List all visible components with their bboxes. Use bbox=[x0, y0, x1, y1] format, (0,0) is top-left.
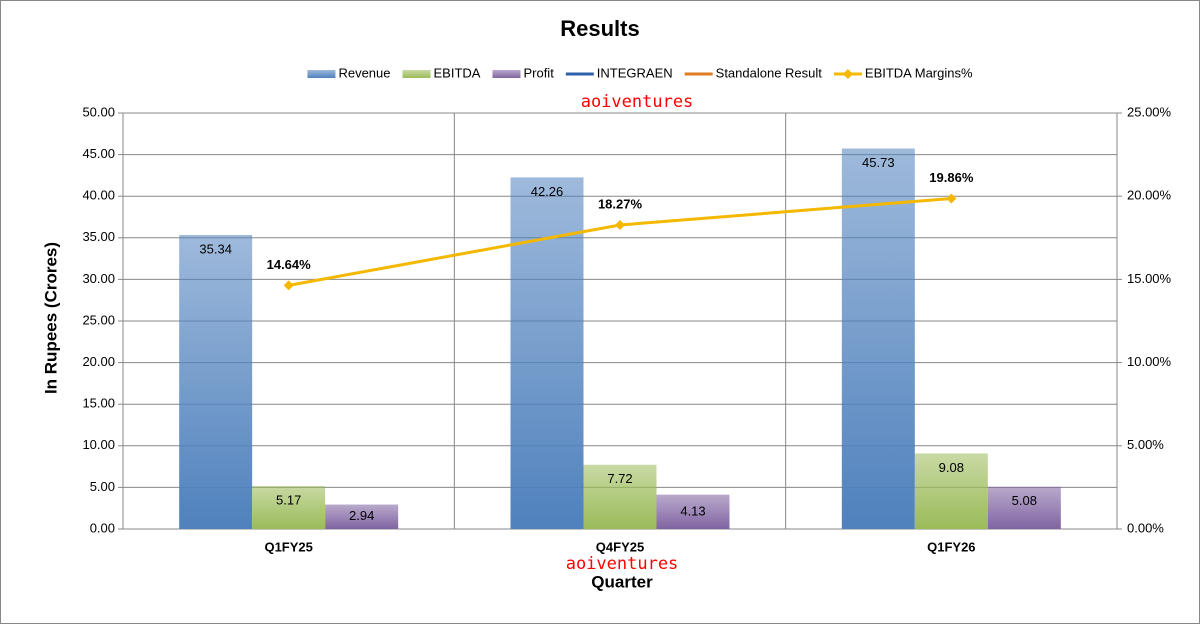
y-tick-label: 10.00 bbox=[82, 437, 115, 452]
legend-item: EBITDA Margins% bbox=[833, 65, 973, 80]
y-tick-label: 5.00 bbox=[90, 479, 115, 494]
legend-marker bbox=[842, 69, 853, 79]
data-label: 9.08 bbox=[939, 460, 964, 475]
legend-label: INTEGRAEN bbox=[597, 65, 673, 80]
legend-label: Profit bbox=[523, 65, 554, 80]
y-axis-title: In Rupees (Crores) bbox=[41, 242, 60, 394]
bar bbox=[914, 453, 988, 529]
data-label: 18.27% bbox=[598, 196, 643, 211]
legend-label: EBITDA Margins% bbox=[865, 65, 973, 80]
legend-swatch bbox=[492, 70, 521, 78]
bar bbox=[510, 177, 584, 530]
y-tick-label: 35.00 bbox=[82, 229, 115, 244]
legend-item: Revenue bbox=[307, 65, 390, 80]
legend-item: Standalone Result bbox=[684, 65, 823, 80]
data-label: 7.72 bbox=[607, 471, 632, 486]
y2-tick-label: 25.00% bbox=[1127, 104, 1172, 119]
y-tick-label: 40.00 bbox=[82, 188, 115, 203]
y2-tick-label: 20.00% bbox=[1127, 188, 1172, 203]
watermark: aoiventures bbox=[566, 554, 679, 574]
y-tick-label: 20.00 bbox=[82, 354, 115, 369]
y-tick-label: 15.00 bbox=[82, 396, 115, 411]
legend-item: Profit bbox=[492, 65, 554, 80]
legend-label: Standalone Result bbox=[716, 65, 823, 80]
y-tick-label: 0.00 bbox=[90, 520, 115, 535]
y2-tick-label: 0.00% bbox=[1127, 520, 1164, 535]
data-label: 35.34 bbox=[199, 241, 232, 256]
legend-label: Revenue bbox=[338, 65, 390, 80]
y-tick-label: 30.00 bbox=[82, 271, 115, 286]
chart-title: Results bbox=[560, 16, 639, 41]
legend-swatch bbox=[307, 70, 336, 78]
legend-item: INTEGRAEN bbox=[565, 65, 673, 80]
y-tick-label: 45.00 bbox=[82, 146, 115, 161]
legend-item: EBITDA bbox=[402, 65, 481, 80]
marker bbox=[283, 280, 294, 291]
y2-tick-label: 5.00% bbox=[1127, 437, 1164, 452]
legend-swatch bbox=[402, 70, 431, 78]
y2-tick-label: 15.00% bbox=[1127, 271, 1172, 286]
data-label: 5.17 bbox=[276, 492, 301, 507]
bar bbox=[987, 486, 1061, 529]
watermark: aoiventures bbox=[581, 92, 694, 112]
legend-label: EBITDA bbox=[433, 65, 480, 80]
data-label: 4.13 bbox=[680, 503, 705, 518]
x-axis-title: Quarter bbox=[591, 572, 653, 591]
bar bbox=[656, 494, 730, 529]
bar bbox=[841, 148, 915, 529]
data-label: 5.08 bbox=[1012, 493, 1037, 508]
data-label: 2.94 bbox=[349, 508, 374, 523]
bar bbox=[325, 504, 399, 529]
x-tick-label: Q1FY26 bbox=[927, 539, 975, 554]
y2-tick-label: 10.00% bbox=[1127, 354, 1172, 369]
data-label: 45.73 bbox=[862, 155, 895, 170]
x-tick-label: Q4FY25 bbox=[596, 539, 644, 554]
marker bbox=[946, 193, 957, 204]
data-label: 14.64% bbox=[267, 257, 312, 272]
y-tick-label: 50.00 bbox=[82, 104, 115, 119]
bar bbox=[583, 464, 657, 529]
x-tick-label: Q1FY25 bbox=[264, 539, 312, 554]
bar bbox=[179, 234, 253, 530]
y-tick-label: 25.00 bbox=[82, 312, 115, 327]
data-label: 19.86% bbox=[929, 170, 974, 185]
marker bbox=[615, 219, 625, 230]
bar bbox=[252, 485, 326, 529]
data-label: 42.26 bbox=[531, 184, 564, 199]
